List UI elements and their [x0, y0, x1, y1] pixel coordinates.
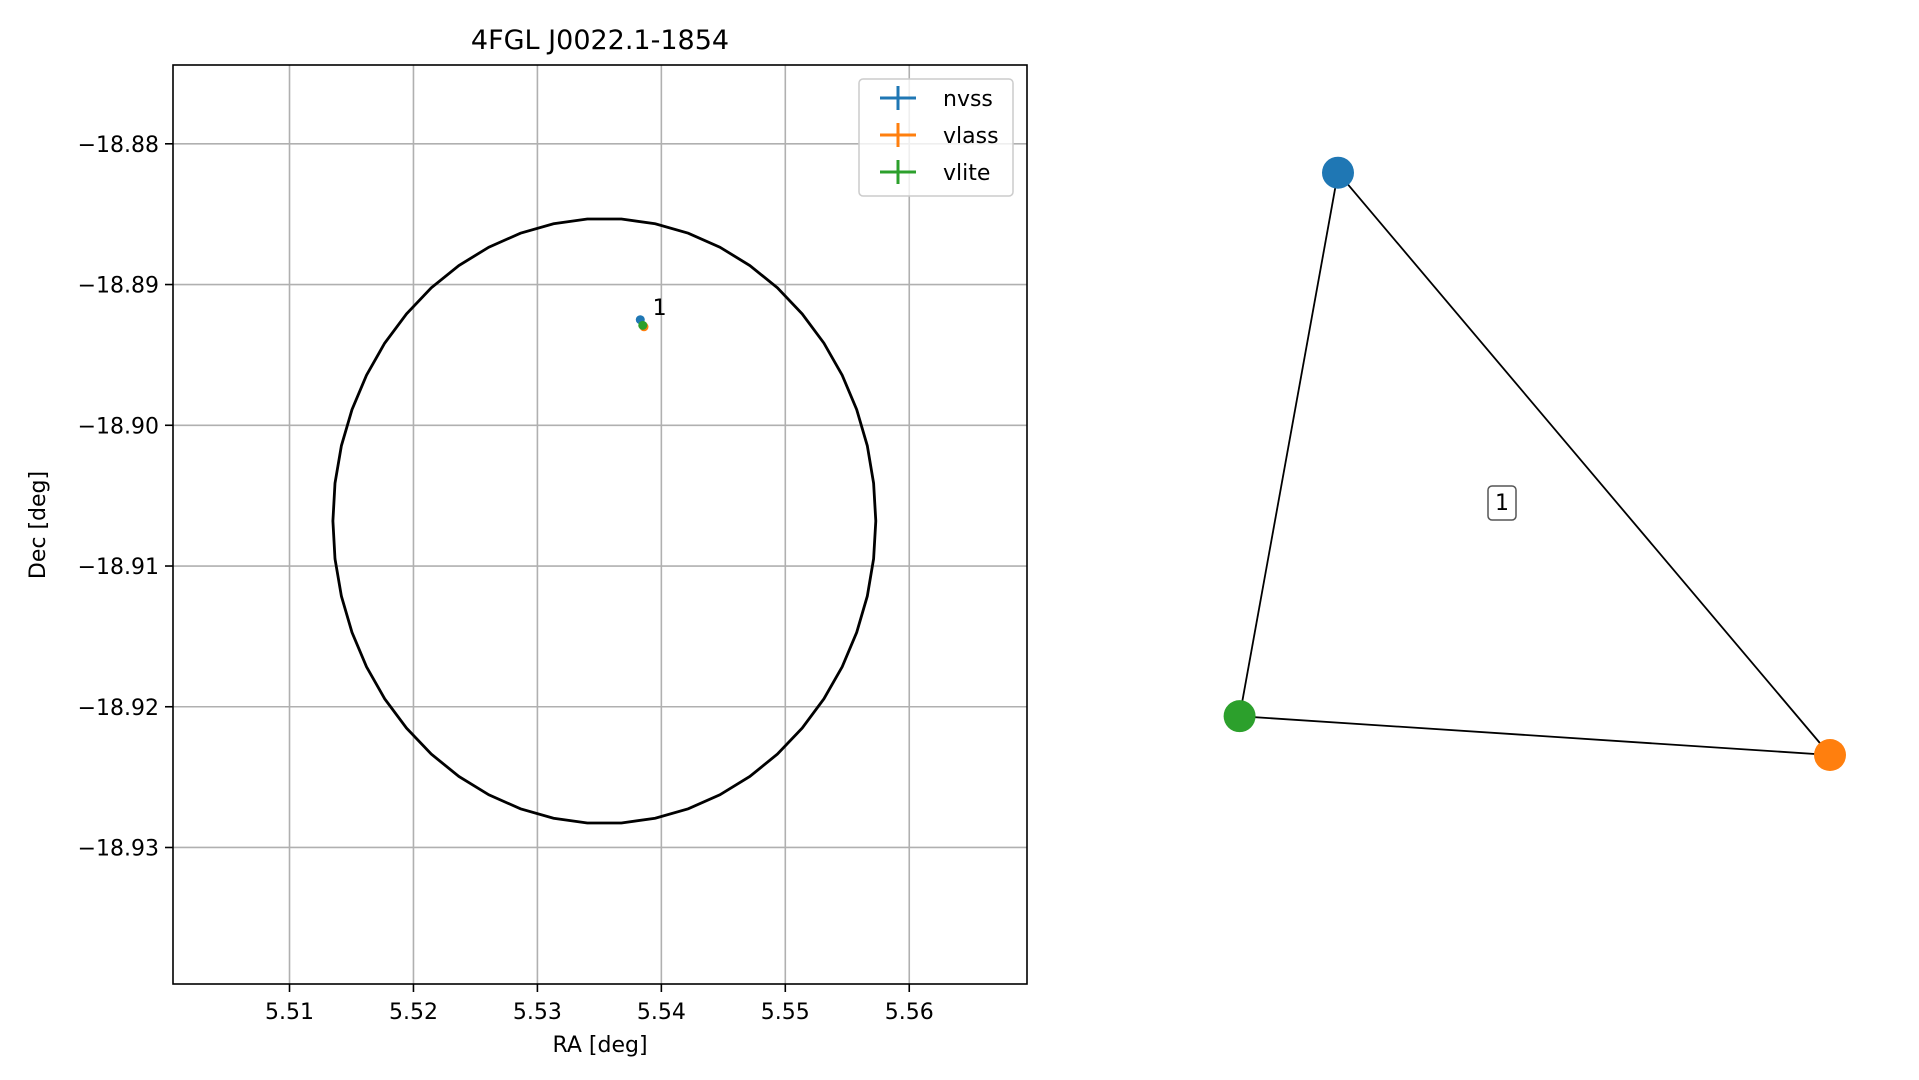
x-tick-label: 5.55 — [761, 1000, 810, 1025]
edge-nvss-vlass — [1337, 172, 1831, 756]
y-tick-label: −18.93 — [78, 836, 159, 861]
y-tick-label: −18.89 — [78, 274, 159, 299]
edge-nvss-vlite — [1238, 172, 1339, 717]
x-tick-label: 5.54 — [637, 1000, 686, 1025]
legend-item-vlite: vlite — [880, 160, 990, 186]
axis-ticks — [165, 143, 911, 992]
graph-edges — [1238, 172, 1831, 756]
x-axis-label: RA [deg] — [552, 1033, 647, 1058]
edge-label-text: 1 — [1495, 491, 1509, 516]
localization-ellipse — [331, 217, 878, 825]
y-tick-label: −18.91 — [78, 555, 159, 580]
x-tick-label: 5.53 — [513, 1000, 562, 1025]
network-graph: 1 — [1223, 156, 1846, 771]
grid-lines — [173, 65, 1027, 984]
point-annotation: 1 — [653, 296, 667, 321]
y-tick-label: −18.88 — [78, 133, 159, 158]
legend: nvss vlass vlite — [858, 78, 1014, 197]
edge-label: 1 — [1487, 485, 1517, 521]
y-tick-label: −18.90 — [78, 414, 159, 439]
edge-label-box — [1487, 485, 1517, 521]
node-vlite — [1223, 700, 1256, 733]
chart-title: 4FGL J0022.1-1854 — [471, 25, 729, 56]
legend-item-nvss: nvss — [880, 86, 993, 112]
legend-label-vlass: vlass — [943, 124, 999, 149]
x-tick-label: 5.51 — [265, 1000, 314, 1025]
point-vlite — [638, 320, 648, 330]
legend-label-nvss: nvss — [943, 87, 993, 112]
scatter-plot: 5.51 5.52 5.53 5.54 5.55 5.56 −18.88−18.89−18… — [26, 25, 1028, 1058]
node-vlass — [1814, 739, 1846, 771]
x-tick-labels: 5.51 5.52 5.53 5.54 5.55 5.56 — [265, 1000, 934, 1025]
x-tick-label: 5.52 — [389, 1000, 438, 1025]
edge-vlite-vlass — [1239, 715, 1831, 756]
plot-background — [173, 65, 1027, 984]
x-tick-label: 5.56 — [885, 1000, 934, 1025]
data-points — [635, 315, 649, 332]
legend-item-vlass: vlass — [880, 123, 999, 149]
y-axis-label: Dec [deg] — [26, 471, 51, 579]
y-tick-label: −18.92 — [78, 696, 159, 721]
graph-nodes — [1223, 156, 1846, 771]
legend-label-vlite: vlite — [943, 161, 990, 186]
y-tick-labels: −18.88 −18.89 −18.90 −18.91 −18.92 −18.93 — [78, 133, 159, 862]
node-nvss — [1322, 156, 1354, 189]
plot-frame — [172, 64, 1028, 985]
